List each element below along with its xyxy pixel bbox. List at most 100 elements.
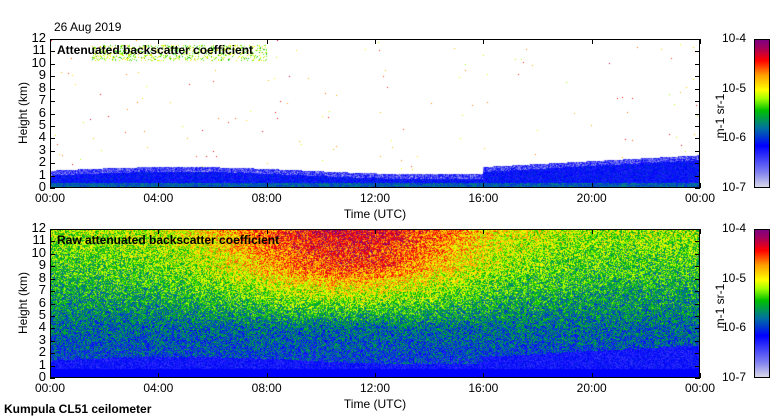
x-tick-mark [375, 183, 376, 188]
y-tick-mark [50, 353, 55, 355]
x-tick-label: 04:00 [143, 191, 174, 205]
y-tick-mark [50, 278, 55, 280]
y-tick-label: 10 [31, 54, 46, 70]
y-tick-label: 10 [31, 244, 46, 260]
y-tick-mark-right [695, 175, 700, 177]
y-tick-label: 7 [38, 282, 46, 298]
y-tick-mark [50, 266, 55, 268]
y-tick-mark-right [695, 125, 700, 127]
colorbar-2 [754, 229, 770, 378]
x-tick-mark [50, 183, 51, 188]
y-tick-label: 0 [38, 369, 46, 384]
x-tick-mark-top [375, 229, 376, 234]
y-tick-mark-right [695, 138, 700, 140]
y-tick-mark [50, 163, 55, 165]
x-tick-mark [50, 373, 51, 378]
y-tick-mark [50, 303, 55, 305]
y-tick-mark [50, 315, 55, 317]
y-tick-mark [50, 39, 55, 40]
y-tick-mark-right [695, 365, 700, 367]
y-tick-label: 5 [38, 306, 46, 322]
colorbar-tick-label: 10-7 [722, 180, 747, 194]
colorbar-1 [754, 39, 770, 188]
y-tick-mark [50, 253, 55, 255]
y-tick-label: 3 [38, 141, 46, 157]
y-tick-mark-right [695, 291, 700, 293]
y-tick-label: 8 [38, 269, 46, 285]
y-tick-mark-right [695, 266, 700, 268]
y-tick-mark [50, 229, 55, 230]
x-tick-label: 00:00 [684, 191, 716, 205]
x-tick-mark-top [266, 229, 268, 234]
y-tick-mark-right [695, 253, 700, 255]
x-tick-label: 20:00 [576, 381, 607, 395]
y-tick-label: 1 [38, 356, 46, 372]
y-tick-mark-right [695, 163, 700, 165]
y-tick-mark-right [695, 353, 700, 355]
y-tick-mark [50, 328, 55, 330]
y-tick-mark [50, 291, 55, 293]
y-tick-mark-right [695, 39, 700, 40]
y-tick-mark-right [695, 150, 700, 152]
y-tick-mark [50, 365, 55, 367]
y-tick-mark-right [695, 241, 700, 243]
x-tick-mark-top [158, 229, 160, 234]
y-tick-mark [50, 88, 55, 90]
x-tick-label: 16:00 [468, 381, 499, 395]
y-tick-mark-right [695, 63, 700, 65]
x-tick-mark-top [700, 39, 701, 44]
y-tick-mark [50, 63, 55, 65]
x-tick-mark-top [50, 39, 51, 44]
plot-1: Attenuated backscatter coefficient [50, 39, 700, 188]
x-axis-label: Time (UTC) [343, 397, 407, 411]
y-tick-mark-right [695, 229, 700, 230]
y-tick-mark-right [695, 88, 700, 90]
x-tick-label: 00:00 [684, 381, 716, 395]
x-tick-mark [266, 373, 268, 378]
x-tick-label: 16:00 [468, 191, 499, 205]
y-tick-mark [50, 125, 55, 127]
y-tick-mark-right [695, 315, 700, 317]
x-tick-mark-top [591, 229, 593, 234]
y-tick-label: 12 [31, 30, 46, 45]
x-tick-mark-top [50, 229, 51, 234]
y-tick-label: 9 [38, 257, 46, 273]
x-tick-label: 04:00 [143, 381, 174, 395]
y-tick-label: 5 [38, 116, 46, 132]
x-tick-mark [700, 373, 701, 378]
heatmap-2 [51, 230, 699, 377]
x-tick-label: 08:00 [251, 381, 282, 395]
x-tick-mark-top [483, 39, 485, 44]
y-tick-mark-right [695, 51, 700, 53]
x-tick-label: 12:00 [359, 191, 391, 205]
colorbar-tick-label: 10-5 [722, 80, 747, 95]
x-tick-mark [158, 183, 160, 188]
plot-2: Raw attenuated backscatter coefficient [50, 229, 700, 378]
y-tick-label: 6 [38, 294, 46, 310]
y-tick-mark [50, 175, 55, 177]
x-axis-label: Time (UTC) [343, 207, 407, 221]
x-tick-mark-top [375, 39, 376, 44]
y-tick-label: 4 [38, 319, 46, 335]
y-tick-label: 6 [38, 104, 46, 120]
y-tick-mark [50, 188, 55, 189]
y-tick-label: 12 [31, 220, 46, 235]
y-tick-label: 3 [38, 331, 46, 347]
x-tick-label: 08:00 [251, 191, 282, 205]
x-tick-mark-top [158, 39, 160, 44]
x-tick-mark [591, 373, 593, 378]
x-tick-mark-top [266, 39, 268, 44]
plot-title: Raw attenuated backscatter coefficient [57, 233, 280, 247]
colorbar-tick-label: 10-6 [722, 130, 747, 145]
x-tick-mark [483, 183, 485, 188]
y-tick-mark [50, 138, 55, 140]
x-tick-mark [266, 183, 268, 188]
y-tick-label: 11 [32, 42, 47, 58]
y-tick-mark-right [695, 303, 700, 305]
x-tick-mark [158, 373, 160, 378]
y-tick-mark [50, 101, 55, 103]
footer-label: Kumpula CL51 ceilometer [4, 402, 152, 416]
heatmap-1 [51, 40, 699, 187]
colorbar-tick-label: 10-6 [722, 320, 747, 335]
